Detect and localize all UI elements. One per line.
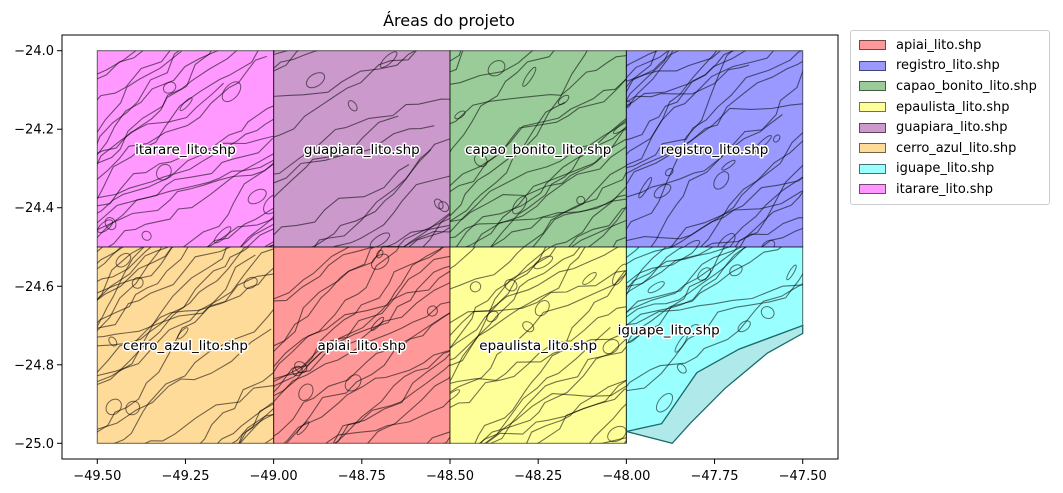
legend-item: iguape_lito.shp [859,159,1043,180]
x-tick-label: −48.75 [338,469,386,484]
area-guapiara-lito [273,50,451,248]
y-tick-label: −24.6 [14,280,54,295]
legend-label: cerro_azul_lito.shp [896,140,1017,156]
x-tick-label: −48.50 [426,469,474,484]
area-label: guapiara_lito.shp [304,142,420,158]
legend-swatch [859,81,886,92]
legend-swatch [859,102,886,113]
area-label: registro_lito.shp [661,142,769,158]
legend-swatch [859,143,886,154]
x-tick-label: −49.25 [161,469,209,484]
x-tick-label: −49.00 [250,469,298,484]
coastline-strip [626,324,804,445]
legend-label: registro_lito.shp [896,58,1000,74]
area-label: apiai_lito.shp [317,338,406,354]
axes-layer: −49.50 −49.25 −49.00 −48.75 −48.50 −48.25 −48.… [14,34,839,484]
area-cerro-azul-lito [96,246,275,444]
areas-layer [96,50,804,445]
chart-title: Áreas do projeto [383,11,515,30]
legend-swatch [859,184,886,195]
contacts-apiai-lito [273,247,450,444]
x-tick-label: −47.50 [779,469,827,484]
area-labels-layer: itarare_lito.shp guapiara_lito.shp capao_b… [122,140,770,355]
legend-item: epaulista_lito.shp [859,97,1043,118]
y-tick-label: −24.8 [14,358,54,373]
legend-swatch [859,122,886,133]
contacts-guapiara-lito [273,50,450,247]
contacts-capao-bonito-lito [450,50,627,247]
area-label: cerro_azul_lito.shp [123,338,248,354]
legend-label: epaulista_lito.shp [896,99,1010,115]
contacts-epaulista-lito [450,247,627,444]
legend: apiai_lito.shp registro_lito.shp capao_bon… [850,30,1050,205]
contacts-cerro-azul-lito [97,247,274,444]
y-tick-label: −24.2 [14,123,54,138]
legend-item: itarare_lito.shp [859,179,1043,200]
legend-item: registro_lito.shp [859,56,1043,77]
contacts-registro-lito [626,50,803,247]
legend-label: capao_bonito_lito.shp [896,78,1037,94]
x-tick-label: −48.25 [514,469,562,484]
area-label: capao_bonito_lito.shp [465,142,611,158]
contacts-itarare-lito [97,50,274,247]
legend-swatch [859,60,886,71]
y-tick-label: −24.4 [14,201,54,216]
x-tick-label: −48.00 [602,469,650,484]
y-tick-label: −25.0 [14,437,54,452]
area-epaulista-lito [449,246,627,444]
legend-item: cerro_azul_lito.shp [859,138,1043,159]
legend-label: iguape_lito.shp [896,161,995,177]
legend-item: guapiara_lito.shp [859,117,1043,138]
area-label: itarare_lito.shp [135,142,236,158]
legend-swatch [859,40,886,51]
legend-label: itarare_lito.shp [896,181,993,197]
legend-label: guapiara_lito.shp [896,120,1008,136]
legend-item: apiai_lito.shp [859,35,1043,56]
x-tick-label: −47.75 [690,469,738,484]
x-tick-label: −49.50 [73,469,121,484]
area-label: iguape_lito.shp [618,322,720,338]
legend-swatch [859,163,886,174]
legend-label: apiai_lito.shp [896,37,982,53]
area-label: epaulista_lito.shp [479,338,597,354]
legend-item: capao_bonito_lito.shp [859,76,1043,97]
y-tick-label: −24.0 [14,44,54,59]
